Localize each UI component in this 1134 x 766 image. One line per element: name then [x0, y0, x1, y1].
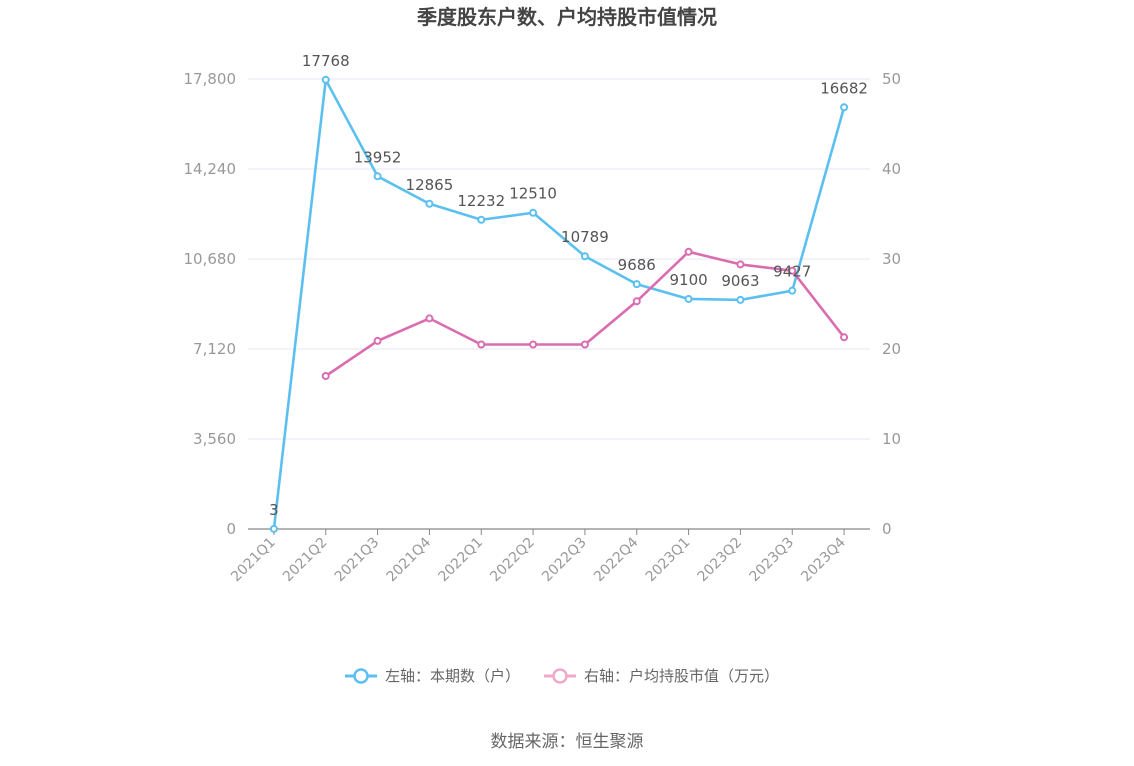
series-1-point[interactable]	[580, 340, 589, 349]
legend-right-label: 右轴：户均持股市值（万元）	[584, 667, 779, 685]
data-label: 12510	[509, 185, 557, 203]
series-0-point[interactable]	[840, 103, 849, 112]
data-label: 9427	[773, 263, 811, 281]
grid	[248, 78, 870, 440]
data-label: 12232	[457, 192, 505, 210]
data-label: 16682	[820, 79, 868, 97]
series-0-point[interactable]	[529, 208, 538, 217]
y-right-tick-label: 50	[882, 70, 901, 88]
series-1-point[interactable]	[425, 314, 434, 323]
x-tick-label: 2023Q4	[798, 534, 849, 585]
x-tick-label: 2021Q4	[384, 534, 435, 585]
y-left-tick-label: 10,680	[184, 250, 237, 268]
legend: 左轴：本期数（户） 右轴：户均持股市值（万元）	[345, 667, 779, 685]
y-right-tick-label: 10	[882, 430, 901, 448]
x-tick-label: 2023Q1	[643, 535, 694, 586]
series-0-point[interactable]	[580, 252, 589, 261]
y-right-tick-label: 40	[882, 160, 901, 178]
series-1-point[interactable]	[736, 260, 745, 269]
series-1-point[interactable]	[840, 333, 849, 342]
x-tick-label: 2022Q4	[591, 534, 642, 585]
y-left-tick-label: 14,240	[184, 160, 237, 178]
series-0-point[interactable]	[477, 215, 486, 224]
x-tick-label: 2022Q2	[487, 535, 538, 586]
y-left-tick-label: 7,120	[193, 340, 236, 358]
series-0-point[interactable]	[321, 75, 330, 84]
data-label: 10789	[561, 228, 609, 246]
axes: 0 0 3,560 10 7,120 20 10,680 30 14,240 40 17,800 50…	[184, 70, 902, 585]
series-0-point[interactable]	[632, 280, 641, 289]
x-tick-label: 2022Q1	[435, 535, 486, 586]
x-tick-label: 2021Q2	[280, 535, 331, 586]
series-0-point[interactable]	[788, 286, 797, 295]
series-0-point[interactable]	[425, 199, 434, 208]
y-left-tick-label: 17,800	[184, 70, 237, 88]
data-label: 13952	[354, 148, 402, 166]
data-label: 9063	[721, 272, 759, 290]
series-0-point[interactable]	[736, 295, 745, 304]
x-tick-label: 2022Q3	[539, 535, 590, 586]
x-tick-label: 2023Q3	[746, 535, 797, 586]
legend-left-label: 左轴：本期数（户）	[385, 667, 520, 685]
series-line-1	[325, 250, 846, 378]
series-1-point[interactable]	[684, 247, 693, 256]
series-1-point[interactable]	[373, 336, 382, 345]
chart-title: 季度股东户数、户均持股市值情况	[416, 5, 717, 29]
x-tick-label: 2021Q3	[332, 535, 383, 586]
series-1-point[interactable]	[529, 340, 538, 349]
y-left-tick-label: 0	[226, 520, 236, 538]
series-1-point[interactable]	[788, 266, 797, 275]
data-label: 9100	[669, 271, 707, 289]
legend-right-marker	[552, 668, 568, 684]
series-1-point[interactable]	[477, 340, 486, 349]
data-label: 12865	[406, 176, 454, 194]
x-tick-label: 2021Q1	[228, 535, 279, 586]
series-line-0	[272, 78, 846, 530]
legend-item-left[interactable]: 左轴：本期数（户）	[345, 667, 520, 685]
y-left-tick-label: 3,560	[193, 430, 236, 448]
series-1-point[interactable]	[632, 297, 641, 306]
series-1-point[interactable]	[321, 372, 330, 380]
series-0-point[interactable]	[373, 172, 382, 181]
data-label: 17768	[302, 52, 350, 70]
x-tick-label: 2023Q2	[695, 535, 746, 586]
series-layer	[269, 75, 849, 533]
data-label: 9686	[618, 256, 656, 274]
data-label: 3	[269, 501, 279, 519]
series-0-point[interactable]	[269, 524, 278, 533]
y-right-tick-label: 30	[882, 250, 901, 268]
source-note: 数据来源：恒生聚源	[491, 732, 644, 752]
y-right-tick-label: 20	[882, 340, 901, 358]
series-0-point[interactable]	[684, 294, 693, 303]
legend-item-right[interactable]: 右轴：户均持股市值（万元）	[544, 667, 779, 685]
legend-left-marker	[353, 668, 369, 684]
y-right-tick-label: 0	[882, 520, 892, 538]
